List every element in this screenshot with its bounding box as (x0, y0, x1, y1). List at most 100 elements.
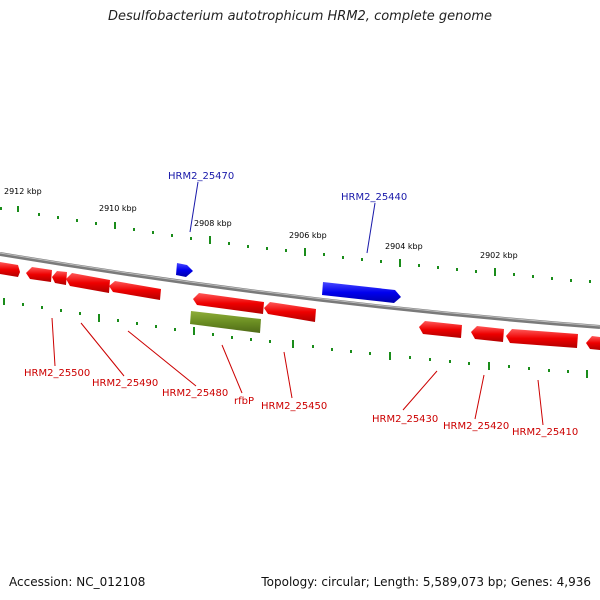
forward-gene-arrow[interactable] (176, 263, 193, 277)
tick-mark (532, 275, 534, 278)
leader-line (80, 322, 125, 377)
tick-mark (231, 336, 233, 339)
gene-label[interactable]: HRM2_25490 (92, 378, 158, 389)
gene-label[interactable]: HRM2_25500 (24, 368, 90, 379)
tick-mark (323, 253, 325, 256)
tick-mark (369, 352, 371, 355)
tick-mark (456, 268, 458, 271)
reverse-gene-arrow[interactable] (264, 302, 316, 322)
gene-label[interactable]: HRM2_25440 (341, 192, 407, 203)
ruler-label: 2906 kbp (289, 231, 327, 240)
tick-mark (250, 338, 252, 341)
tick-mark (79, 312, 81, 315)
leader-line (51, 317, 56, 367)
tick-mark (266, 247, 268, 250)
tick-mark (60, 309, 62, 312)
reverse-gene-arrow[interactable] (419, 321, 462, 338)
gene-label[interactable]: HRM2_25420 (443, 421, 509, 432)
tick-mark (114, 222, 116, 229)
reverse-gene-arrow[interactable] (52, 271, 67, 285)
leader-line (366, 202, 376, 254)
tick-mark (136, 322, 138, 325)
tick-mark (0, 207, 2, 210)
gene-label[interactable]: HRM2_25480 (162, 388, 228, 399)
tick-mark (494, 268, 496, 276)
tick-mark (117, 319, 119, 322)
reverse-gene-arrow[interactable] (66, 273, 110, 293)
tick-mark (38, 213, 40, 216)
tick-mark (551, 277, 553, 280)
genome-backbone (0, 252, 600, 329)
tick-mark (312, 345, 314, 348)
forward-strand-genes (176, 263, 401, 303)
reverse-gene-arrow[interactable] (193, 293, 264, 314)
leader-line (127, 330, 197, 387)
topology-text: Topology: circular; Length: 5,589,073 bp… (261, 575, 591, 589)
reverse-gene-arrow[interactable] (471, 326, 504, 342)
ruler-label: 2908 kbp (194, 219, 232, 228)
lower-tick-row (3, 298, 588, 378)
label-leader-lines (51, 181, 544, 426)
tick-mark (389, 352, 391, 360)
tick-mark (57, 216, 59, 219)
tick-mark (133, 228, 135, 231)
tick-mark (488, 362, 490, 370)
leader-line (402, 370, 438, 411)
ruler-label: 2910 kbp (99, 204, 137, 213)
tick-mark (528, 367, 530, 370)
tick-mark (468, 362, 470, 365)
reverse-gene-arrow[interactable] (109, 281, 161, 300)
reverse-gene-arrow[interactable] (586, 336, 600, 350)
gene-label[interactable]: HRM2_25430 (372, 414, 438, 425)
tick-mark (350, 350, 352, 353)
leader-line (474, 374, 485, 420)
tick-mark (269, 340, 271, 343)
tick-mark (228, 242, 230, 245)
tick-mark (342, 256, 344, 259)
tick-mark (155, 325, 157, 328)
tick-mark (429, 358, 431, 361)
reverse-gene-arrow[interactable] (26, 267, 52, 282)
tick-mark (171, 234, 173, 237)
tick-mark (589, 280, 591, 283)
gene-label[interactable]: HRM2_25450 (261, 401, 327, 412)
tick-mark (22, 303, 24, 306)
tick-mark (292, 340, 294, 348)
tick-mark (399, 259, 401, 267)
tick-mark (212, 333, 214, 336)
gene-label[interactable]: HRM2_25470 (168, 171, 234, 182)
tick-mark (361, 258, 363, 261)
forward-gene-labels: HRM2_25470 HRM2_25440 (168, 171, 407, 203)
gene-label[interactable]: rfbP (234, 396, 254, 407)
tick-mark (285, 249, 287, 252)
rfbp-gene-bar[interactable] (190, 311, 261, 333)
tick-mark (586, 370, 588, 378)
leader-line (221, 344, 243, 394)
tick-mark (190, 237, 192, 240)
reverse-gene-arrow[interactable] (506, 329, 578, 348)
tick-mark (475, 270, 477, 273)
tick-mark (209, 236, 211, 244)
forward-gene-arrow[interactable] (322, 282, 401, 303)
reverse-gene-arrow[interactable] (0, 262, 20, 277)
leader-line (189, 181, 199, 233)
gene-label[interactable]: HRM2_25410 (512, 427, 578, 438)
tick-mark (418, 264, 420, 267)
ruler-label: 2904 kbp (385, 242, 423, 251)
tick-mark (17, 206, 19, 212)
ruler-label: 2912 kbp (4, 187, 42, 196)
tick-mark (41, 306, 43, 309)
tick-mark (508, 365, 510, 368)
tick-mark (331, 348, 333, 351)
tick-mark (76, 219, 78, 222)
ruler-labels: 2912 kbp 2910 kbp 2908 kbp 2906 kbp 2904… (4, 187, 518, 260)
tick-mark (548, 369, 550, 372)
genome-backbone-highlight (0, 252, 600, 327)
tick-mark (437, 266, 439, 269)
reverse-strand-genes (0, 262, 600, 350)
figure-title: Desulfobacterium autotrophicum HRM2, com… (107, 9, 493, 24)
tick-mark (449, 360, 451, 363)
tick-mark (570, 279, 572, 282)
accession-text: Accession: NC_012108 (9, 575, 146, 589)
